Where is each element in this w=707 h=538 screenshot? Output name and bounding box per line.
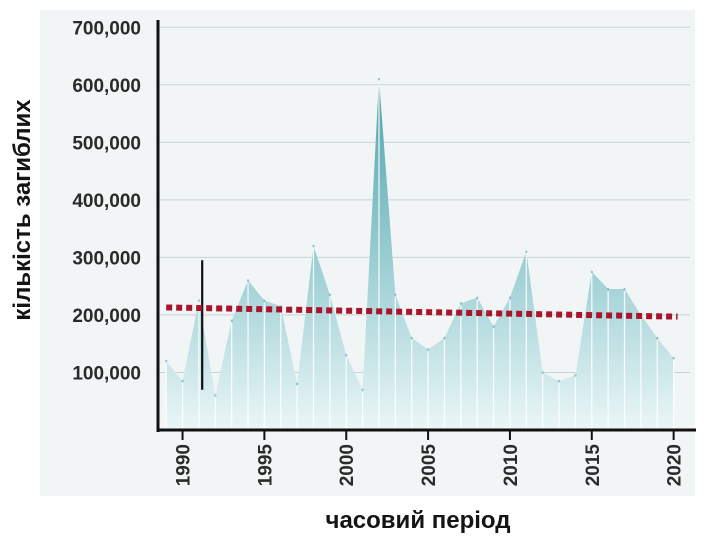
x-tick-label: 1990 xyxy=(174,444,195,486)
data-point xyxy=(164,359,168,363)
data-point xyxy=(508,296,512,299)
trend-line xyxy=(166,304,678,320)
y-tick-label: 100,000 xyxy=(72,363,141,384)
data-point xyxy=(590,270,593,273)
data-point xyxy=(214,394,217,397)
y-axis-title: кількість загиблих xyxy=(9,99,36,321)
y-axis-ticks: 100,000 200,000 300,000 400,000 500,000 600,0… xyxy=(72,18,141,384)
data-point xyxy=(295,382,299,386)
y-tick-label: 700,000 xyxy=(72,18,141,39)
y-tick-label: 200,000 xyxy=(72,306,141,327)
data-point xyxy=(525,250,528,253)
data-point xyxy=(574,374,577,377)
data-point xyxy=(443,336,446,340)
data-point xyxy=(656,336,659,340)
data-point xyxy=(410,336,413,340)
trend-line-series xyxy=(166,304,678,320)
data-point xyxy=(606,287,610,291)
x-tick-label: 2010 xyxy=(501,444,522,486)
data-point xyxy=(541,371,544,374)
x-axis-title: часовий період xyxy=(326,507,511,534)
data-point xyxy=(394,293,397,296)
data-point xyxy=(426,348,430,351)
data-point xyxy=(623,287,626,291)
data-point xyxy=(557,379,561,383)
data-point xyxy=(377,77,381,81)
data-point xyxy=(197,299,201,302)
axes xyxy=(156,20,696,432)
y-tick-label: 400,000 xyxy=(72,191,141,212)
x-tick-label: 2015 xyxy=(583,444,604,487)
y-tick-label: 300,000 xyxy=(72,248,141,269)
data-point xyxy=(345,354,348,357)
y-tick-label: 500,000 xyxy=(72,133,141,154)
data-point xyxy=(492,325,495,328)
x-tick-label: 2020 xyxy=(665,444,686,486)
area-fill xyxy=(166,79,674,430)
data-point xyxy=(181,379,184,383)
area-series xyxy=(164,77,675,430)
x-tick-label: 2000 xyxy=(337,444,358,486)
data-point xyxy=(476,296,479,299)
data-point xyxy=(312,244,315,248)
x-tick-label: 2005 xyxy=(419,444,440,487)
x-tick-label: 1995 xyxy=(255,444,276,487)
y-tick-label: 600,000 xyxy=(72,76,141,97)
data-point xyxy=(672,356,675,360)
data-point xyxy=(246,279,250,282)
data-point xyxy=(328,293,332,296)
data-point xyxy=(459,302,463,305)
data-point xyxy=(361,388,364,391)
x-axis-ticks: 1990 1995 2000 2005 2010 2015 2020 xyxy=(174,430,686,486)
data-point xyxy=(230,319,233,322)
data-point xyxy=(263,299,266,302)
